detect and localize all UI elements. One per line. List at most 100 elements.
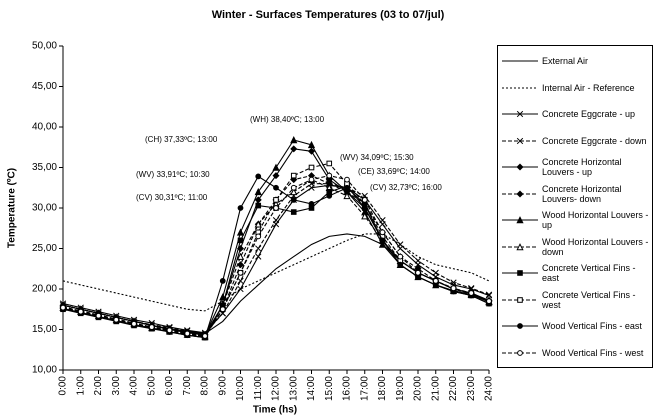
marker [326,192,333,199]
marker [237,285,244,293]
marker [255,245,262,252]
marker [517,349,523,356]
annotation: (CE) 33,69ºC; 14:00 [358,167,430,176]
marker [326,172,333,179]
marker [516,137,524,144]
x-tick-label: 0:00 [58,376,69,396]
x-tick-label: 3:00 [111,376,122,396]
marker [343,191,351,200]
marker [517,270,523,277]
marker [486,298,492,305]
y-tick-label: 25,00 [32,243,57,254]
marker [184,330,191,337]
marker [414,257,422,264]
marker [307,147,316,155]
y-axis-label: Temperature (ºC) [7,168,18,248]
legend-label: Wood Horizontal Louvers - down [542,236,649,257]
x-tick-label: 20:00 [413,376,424,401]
x-tick-label: 16:00 [342,376,353,401]
y-tick-label: 15,00 [32,324,57,335]
marker [237,269,244,276]
x-axis-label: Time (hs) [253,405,297,416]
marker [255,202,262,209]
marker [308,201,315,207]
legend-entry: Concrete Eggcrate - up [498,101,652,128]
legend-label: External Air [542,56,589,67]
marker [272,216,280,224]
marker [236,252,245,260]
legend-entry: Concrete Vertical Fins - east [498,260,652,287]
legend-swatch [502,137,538,144]
annotation: (WH) 38,40ºC; 13:00 [250,115,325,124]
legend-entry: Concrete Vertical Fins - west [498,287,652,314]
x-tick-label: 10:00 [235,376,246,401]
marker [516,163,524,171]
y-tick-label: 40,00 [32,122,57,133]
marker [60,304,66,311]
legend-entry: Concrete Horizontal Louvers- down [498,181,652,208]
legend-label: Concrete Eggcrate - down [542,135,647,146]
y-tick-label: 35,00 [32,162,57,173]
x-tick-label: 17:00 [359,376,370,401]
marker [516,190,524,198]
legend-swatch [502,190,538,198]
annotation: (CH) 37,33ºC; 13:00 [145,135,218,144]
marker [273,197,279,203]
marker [397,261,404,268]
x-tick-label: 5:00 [146,376,157,396]
marker [379,229,386,236]
marker [77,308,84,315]
marker [450,285,457,292]
marker [236,228,245,236]
x-tick-label: 7:00 [182,376,193,396]
y-tick-label: 20,00 [32,284,57,295]
marker [237,237,244,244]
legend: External Air Internal Air - Reference Conc… [497,45,653,368]
marker [254,220,262,228]
x-tick-label: 23:00 [466,376,477,401]
chart-title: Winter - Surfaces Temperatures (03 to 07… [212,9,445,21]
marker [290,209,297,215]
marker [485,291,493,298]
legend-entry: Wood Vertical Fins - east [498,313,652,340]
marker [450,279,457,286]
marker [290,145,298,153]
x-tick-label: 8:00 [200,376,211,396]
marker [255,173,262,180]
marker [379,237,386,244]
legend-swatch [502,111,538,118]
marker [517,296,523,303]
marker [131,320,137,327]
marker [272,163,280,171]
marker [95,312,102,319]
legend-swatch [502,323,538,330]
annotation: (CV) 30,31ºC; 11:00 [136,193,208,202]
marker [326,160,333,167]
marker [254,187,262,196]
marker [237,277,244,285]
legend-swatch [502,349,538,356]
marker [307,140,316,149]
legend-entry: External Air [498,48,652,75]
legend-swatch [502,216,538,224]
legend-label: Concrete Horizontal Louvers- down [542,183,622,204]
legend-label: Concrete Vertical Fins - west [542,289,636,310]
y-tick-label: 30,00 [32,203,57,214]
marker [308,176,315,183]
x-tick-label: 22:00 [448,376,459,401]
x-tick-label: 13:00 [288,376,299,401]
marker [290,197,297,203]
marker [113,316,120,323]
x-tick-label: 6:00 [164,376,175,396]
marker [397,253,404,260]
legend-label: Concrete Eggcrate - up [542,109,636,120]
marker [378,240,387,248]
marker [272,172,280,180]
x-tick-label: 24:00 [484,376,495,401]
marker [202,333,208,339]
annotation: (WV) 34,09ºC; 15:30 [340,153,414,162]
x-tick-label: 12:00 [271,376,282,401]
marker [415,269,421,276]
